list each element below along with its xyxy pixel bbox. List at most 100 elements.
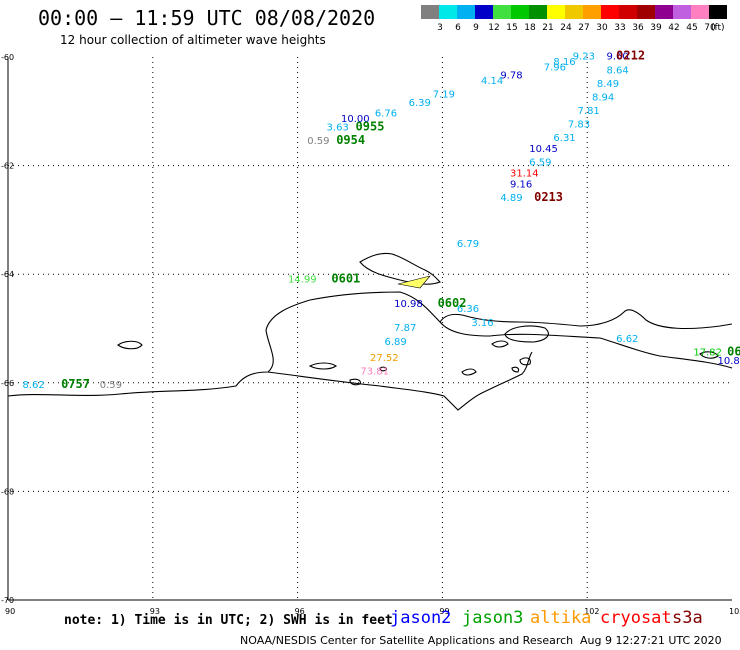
legend-swatch: [565, 5, 583, 19]
legend-tick: 12: [488, 23, 500, 33]
legend-swatch: [511, 5, 529, 19]
legend-tick: 3: [437, 23, 443, 33]
legend-swatch: [547, 5, 565, 19]
coastline-segment: [439, 309, 733, 329]
wave-height-label: 8.94: [592, 92, 614, 103]
legend-swatch: [619, 5, 637, 19]
wave-height-label: 6.79: [457, 239, 479, 250]
wave-height-label: 8.62: [22, 380, 44, 391]
lon-label: 96: [295, 607, 305, 616]
pass-time-label: 0602: [438, 296, 467, 310]
page-title: 00:00 – 11:59 UTC 08/08/2020: [38, 6, 376, 30]
legend-tick: 70: [704, 23, 716, 33]
axis-labels: 90 93 96 99 102 105 -60 -62 -64 -66 -68 -70: [1, 53, 740, 616]
lon-label: 102: [584, 607, 599, 616]
wave-height-label: 9.16: [510, 179, 532, 190]
legend-tick: 15: [506, 23, 518, 33]
wave-height-label: 6.59: [529, 158, 551, 169]
lat-label: -64: [1, 270, 14, 279]
coastline-segment: [267, 351, 533, 411]
wave-height-label: 7.87: [394, 323, 416, 334]
pass-time-label: 0955: [356, 119, 385, 133]
coastline-segment: [519, 357, 531, 366]
satellite-jason3: jason3: [462, 608, 524, 628]
footer-agency: NOAA/NESDIS Center for Satellite Applica…: [240, 634, 574, 647]
lat-label: -68: [1, 487, 14, 496]
wave-height-label: 17.82: [693, 348, 722, 359]
legend-tick: 18: [524, 23, 536, 33]
coastline-segment: [461, 368, 477, 376]
legend-swatch: [691, 5, 709, 19]
coastline: [7, 252, 733, 411]
wave-height-label: 6.62: [616, 334, 638, 345]
wave-height-label: 0.59: [307, 136, 329, 147]
wave-height-label: 10.98: [394, 299, 423, 310]
units-note: note: 1) Time is in UTC; 2) SWH is in fe…: [64, 613, 393, 628]
lat-label: -66: [1, 379, 14, 388]
lon-label: 99: [439, 607, 449, 616]
satellite-altika: altika: [530, 608, 592, 628]
coastline-segment: [699, 351, 719, 359]
satellite-cryosat: cryosat: [600, 608, 672, 628]
legend-tick: 33: [614, 23, 626, 33]
legend-swatch: [673, 5, 691, 19]
wave-height-label: 0.59: [100, 380, 122, 391]
footer-timestamp: Aug 9 12:27:21 UTC 2020: [580, 634, 722, 647]
legend-tick: 30: [596, 23, 608, 33]
wave-height-label: 3.63: [327, 122, 349, 133]
wave-height-label: 9.78: [500, 71, 522, 82]
legend-tick: 42: [668, 23, 680, 33]
coastline-segment: [511, 366, 520, 373]
wave-height-label: 9.23: [573, 52, 595, 63]
legend-unit: (ft): [711, 23, 725, 33]
wave-height-label: 10.45: [529, 144, 558, 155]
legend-swatch: [475, 5, 493, 19]
wave-height-label: 31.14: [510, 168, 539, 179]
legend-swatch: [655, 5, 673, 19]
coastal-marker: [397, 275, 431, 289]
wave-height-label: 7.96: [544, 63, 566, 74]
wave-height-label: 4.89: [500, 193, 522, 204]
legend-tick: 21: [542, 23, 554, 33]
lon-label: 93: [150, 607, 160, 616]
wave-height-labels: 9.238.167.96 9.784.14 7.196.39 6.76 10.003.6…: [22, 49, 740, 392]
wave-height-label: 6.76: [375, 109, 397, 120]
legend-swatch: [601, 5, 619, 19]
legend-swatch: [583, 5, 601, 19]
legend-tick: 27: [578, 23, 590, 33]
coastline-segment: [359, 252, 441, 285]
coastline-segment: [504, 325, 549, 343]
coastline-segment: [7, 291, 733, 397]
legend-swatch: [457, 5, 475, 19]
coastline-segment: [117, 340, 143, 350]
coastline-segment: [379, 366, 388, 372]
wave-height-label: 9.60: [607, 52, 629, 63]
legend-swatch: [493, 5, 511, 19]
wave-height-label: 73.81: [360, 367, 389, 378]
page-subtitle: 12 hour collection of altimeter wave hei…: [60, 33, 326, 47]
map-grid: [8, 57, 732, 600]
wave-height-label: 8.49: [597, 79, 619, 90]
legend-tick: 45: [686, 23, 698, 33]
wave-height-label: 7.81: [578, 106, 600, 117]
lat-label: -70: [1, 596, 14, 605]
lat-label: -62: [1, 162, 14, 171]
pass-time-label: 0212: [616, 49, 645, 63]
coastline-segment: [349, 378, 361, 386]
wave-height-label: 10.00: [341, 114, 370, 125]
legend-tick: 39: [650, 23, 662, 33]
wave-height-label: 6.89: [384, 337, 406, 348]
wave-height-label: 8.64: [607, 65, 629, 76]
legend-swatch: [421, 5, 439, 19]
legend-swatch: [637, 5, 655, 19]
lon-label: 105: [729, 607, 740, 616]
pass-time-label: 0757: [61, 377, 90, 391]
wave-height-label: 7.19: [433, 90, 455, 101]
legend-tick: 24: [560, 23, 572, 33]
wave-height-label: 6.39: [409, 98, 431, 109]
pass-time-label: 060: [727, 345, 740, 359]
legend-tick: 9: [473, 23, 479, 33]
wave-height-label: 4.14: [481, 76, 503, 87]
legend-tick: 36: [632, 23, 644, 33]
